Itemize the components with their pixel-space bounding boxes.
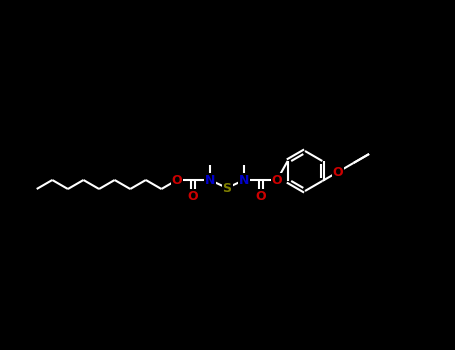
Text: O: O — [172, 174, 182, 187]
Text: O: O — [187, 189, 198, 203]
Text: N: N — [239, 174, 249, 187]
Text: O: O — [333, 166, 343, 178]
Text: O: O — [256, 189, 266, 203]
Text: S: S — [222, 182, 232, 195]
Text: N: N — [205, 174, 215, 187]
Text: O: O — [272, 174, 282, 187]
